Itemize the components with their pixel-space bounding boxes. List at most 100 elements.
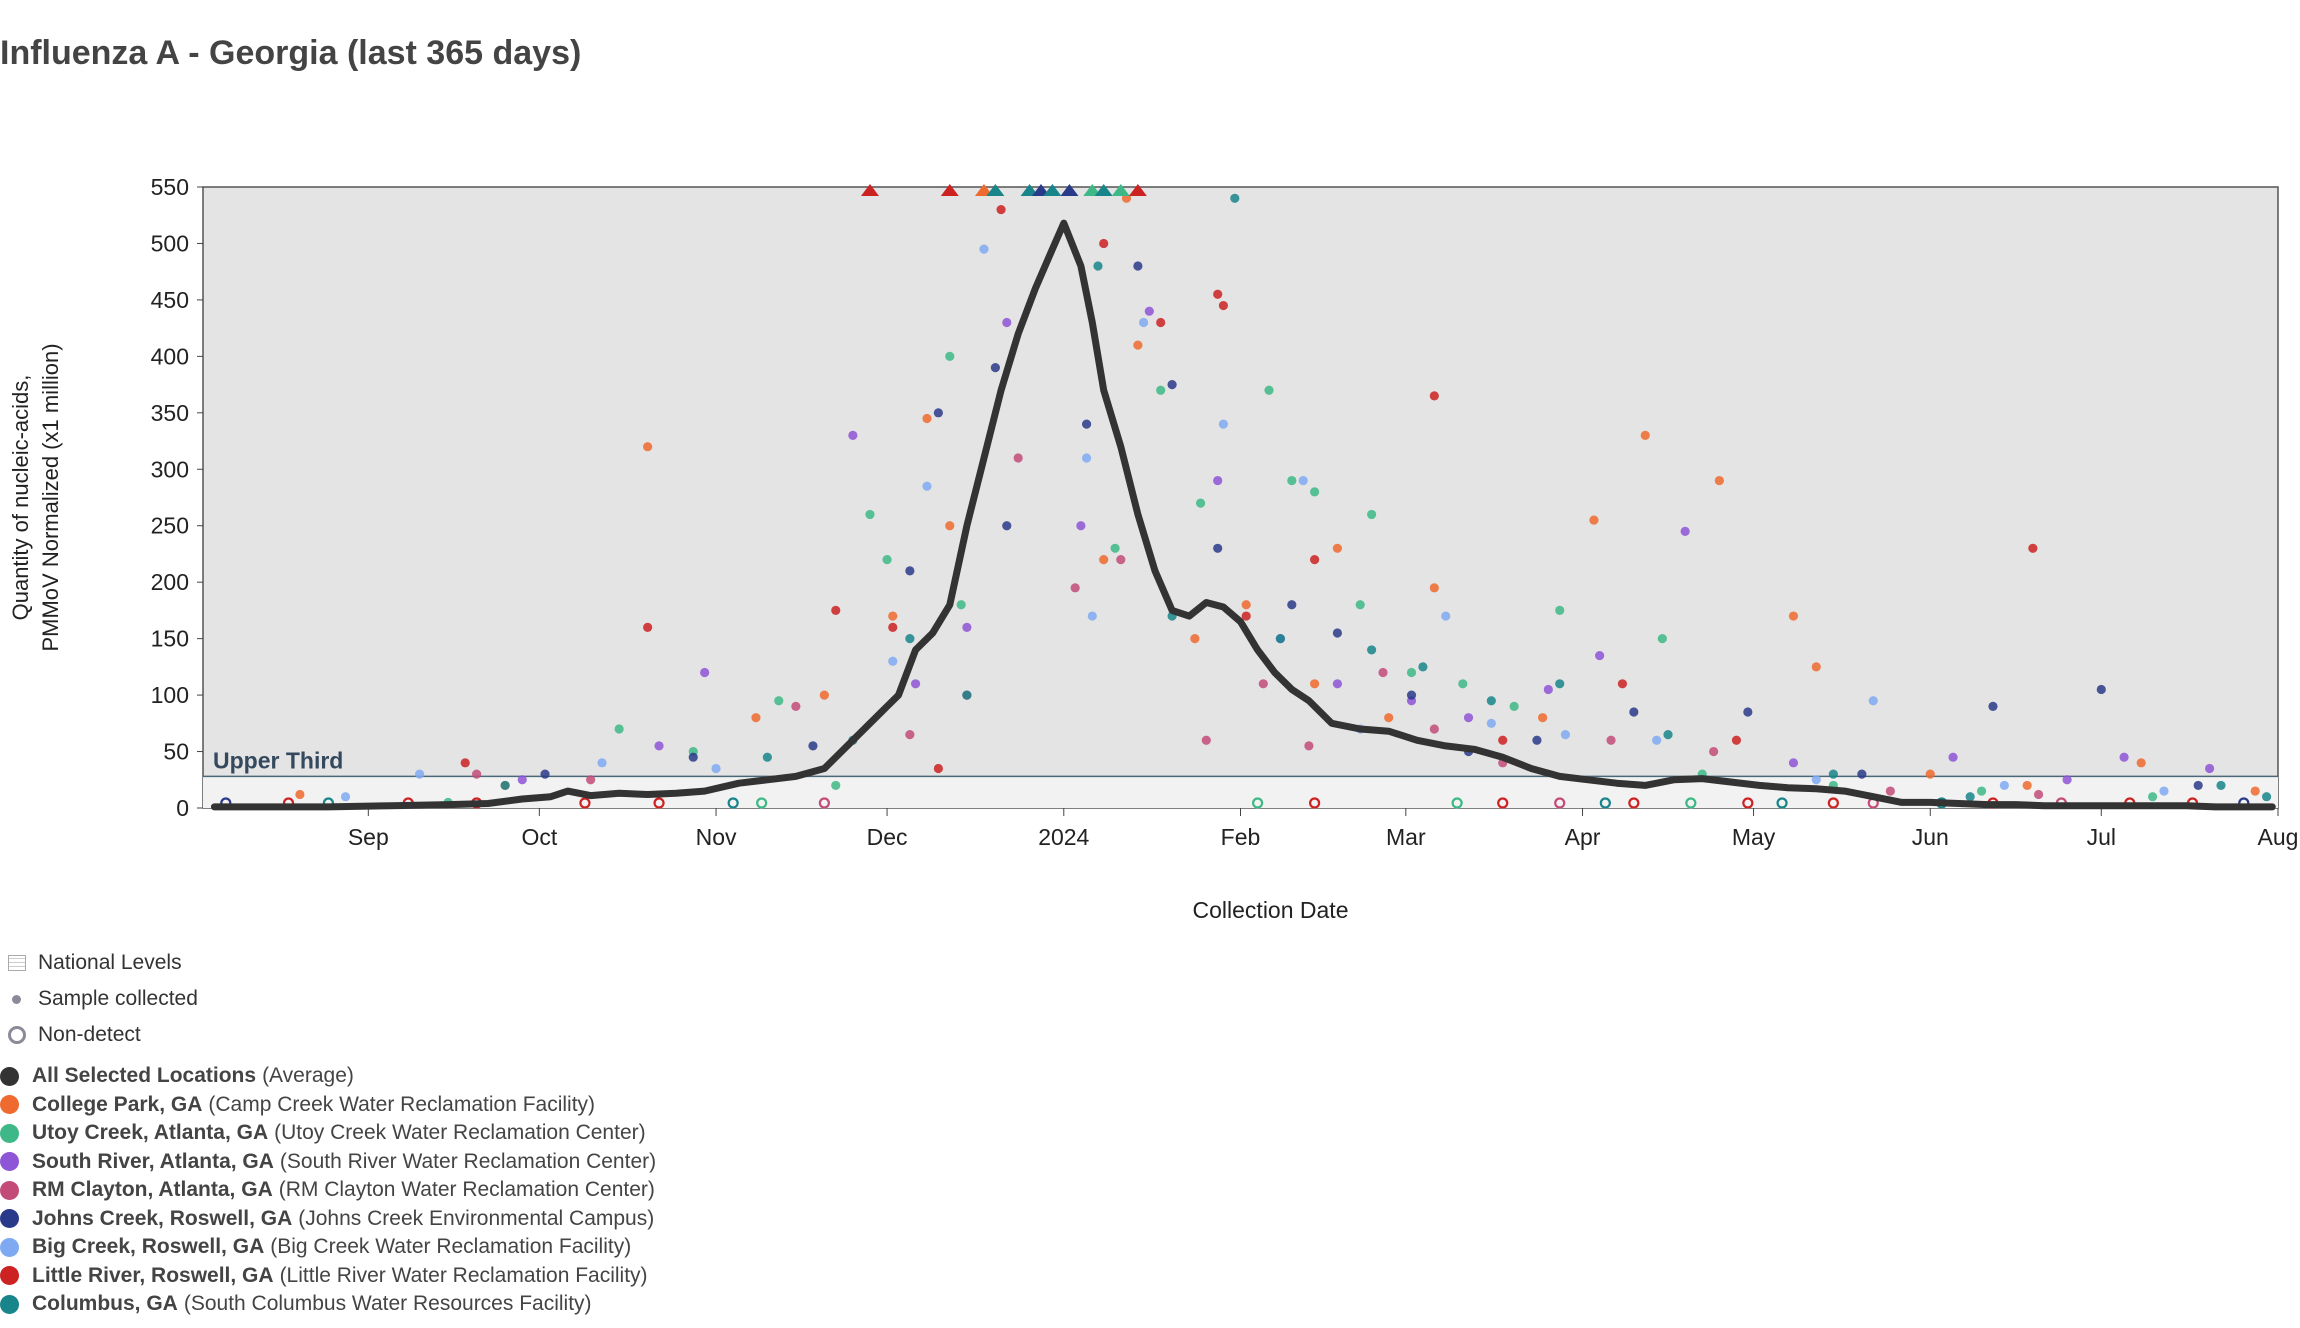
non-detect-marker [1776,797,1788,809]
legend-site-item[interactable]: College Park, GA (Camp Creek Water Reclam… [0,1091,656,1120]
sample-dot [933,763,943,774]
x-tick-label: Aug [2258,824,2299,850]
sample-dot [1441,611,1451,621]
sample-dot [922,481,932,491]
legend-non-detect[interactable]: Non-detect [8,1017,198,1053]
sample-dot [2119,752,2129,762]
sample-dot [1087,611,1097,621]
chart-title: Influenza A - Georgia (last 365 days) [0,34,582,72]
y-tick-label: 200 [151,569,189,595]
sample-dot [2136,758,2146,768]
sample-dot [945,351,955,361]
sample-dot [1617,679,1628,689]
non-detect-marker [1628,797,1640,809]
hatch-swatch-icon [8,955,26,971]
sample-dot [1709,746,1719,757]
overflow-marker [1020,184,1039,196]
legend-national-levels[interactable]: National Levels [8,945,198,981]
legend-site-item[interactable]: South River, Atlanta, GA (South River Wat… [0,1148,656,1177]
threshold-label: Upper Third [213,747,343,773]
sample-dot [1965,792,1975,802]
sample-dot [1138,317,1149,328]
sample-dot [654,741,664,751]
non-detect-marker [1451,797,1463,809]
x-tick-label: Apr [1565,824,1601,850]
legend-site-item[interactable]: RM Clayton, Atlanta, GA (RM Clayton Water… [0,1176,656,1205]
sample-dot [643,442,653,452]
sample-dot [1355,600,1365,610]
legend-site-item[interactable]: Big Creek, Roswell, GA (Big Creek Water R… [0,1233,656,1262]
sample-dot [1367,645,1377,655]
y-tick-label: 400 [151,343,189,369]
sample-dot [1081,453,1092,463]
sample-dot [1663,730,1673,740]
chart-svg: Upper Third 0 50 100 150 200 250 300 350 400 450 50… [8,174,2299,923]
sample-dot [1378,667,1388,678]
y-tick-label: 500 [151,230,189,256]
small-dot-icon [12,994,21,1004]
sample-dot [1241,600,1251,610]
sample-dot [1287,475,1297,486]
legend-label: National Levels [38,951,182,974]
sample-dot [905,634,915,644]
non-detect-marker [579,797,591,809]
sample-dot [1788,758,1799,768]
sample-dot [1868,696,1878,706]
sample-dot [1555,605,1565,616]
non-detect-marker [1742,797,1754,809]
legend-site-detail: (Camp Creek Water Reclamation Facility) [208,1092,596,1116]
sample-dot [1218,300,1228,311]
sample-dot [460,758,470,768]
legend-swatch [0,1123,19,1143]
y-tick-label: 350 [151,400,189,426]
sample-dot [1857,769,1867,779]
legend-site-name: All Selected Locations [32,1064,257,1088]
sample-dot [1406,667,1417,678]
non-detect-marker [727,797,739,809]
overflow-marker [974,184,993,196]
sample-dot [1076,521,1086,531]
legend-site-name: Big Creek, Roswell, GA [32,1235,265,1259]
legend-swatch [0,1237,19,1257]
sample-dot [1429,583,1439,593]
sample-dot [1828,769,1838,779]
legend-swatch [0,1180,19,1200]
sample-dot [1925,769,1935,779]
legend-sample-collected[interactable]: Sample collected [8,981,198,1017]
legend-site-item[interactable]: Little River, Roswell, GA (Little River W… [0,1262,656,1291]
sample-dot [1652,735,1662,745]
sample-dot [751,713,761,723]
legend-swatch [0,1152,19,1172]
sample-dot [2147,792,2158,802]
sample-dot [1167,379,1177,390]
legend-site-detail: (South Columbus Water Resources Facility… [183,1292,592,1316]
sample-dot [1275,634,1286,644]
sample-dot [586,775,596,785]
sample-dot [2159,786,2169,796]
sample-dot [1543,684,1553,695]
overflow-marker [1083,184,1102,196]
legend-site-item[interactable]: Utoy Creek, Atlanta, GA (Utoy Creek Water… [0,1119,656,1148]
sample-dot [905,730,915,740]
sample-dot [956,600,966,610]
legend-site-item[interactable]: All Selected Locations (Average) [0,1062,656,1091]
sample-dot [1811,662,1821,672]
sample-dot [1213,289,1223,299]
sample-dot [819,690,829,700]
sample-dot [1332,679,1343,689]
sample-dot [1731,735,1742,745]
x-tick-label: Nov [696,824,737,850]
sample-dot [1070,583,1080,593]
non-detect-marker [1554,797,1566,809]
sample-dot [888,622,898,632]
non-detect-marker [1599,797,1611,809]
sample-dot [996,204,1006,215]
sample-dot [2216,780,2226,791]
legend-site-item[interactable]: Columbus, GA (South Columbus Water Resour… [0,1290,656,1319]
sample-dot [1099,555,1109,565]
sample-dot [1287,600,1297,610]
sample-dot [1367,509,1377,520]
y-tick-label: 100 [151,682,189,708]
x-tick-label: Mar [1386,824,1426,850]
legend-site-item[interactable]: Johns Creek, Roswell, GA (Johns Creek Env… [0,1205,656,1234]
